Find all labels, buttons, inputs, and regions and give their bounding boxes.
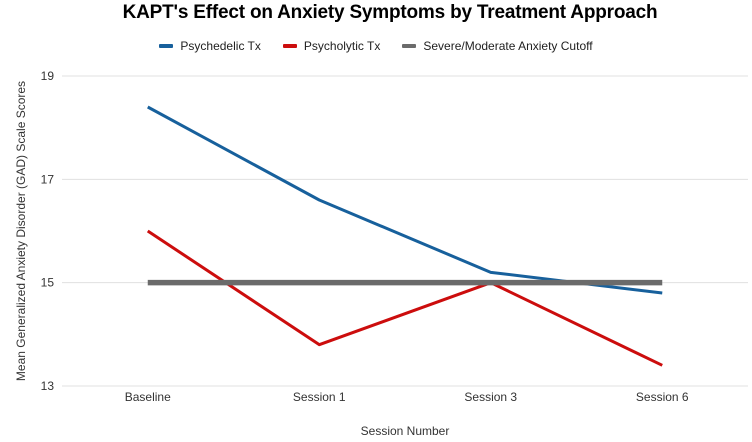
x-tick-label-baseline: Baseline: [125, 390, 171, 404]
x-axis-title: Session Number: [361, 424, 450, 438]
y-tick-label-17: 17: [41, 172, 55, 186]
legend-item-psycholytic-tx[interactable]: Psycholytic Tx: [282, 39, 381, 53]
legend-marker-psycholytic-tx: [282, 44, 297, 48]
x-tick-label-session-6: Session 6: [636, 390, 689, 404]
x-tick-label-session-1: Session 1: [293, 390, 346, 404]
legend-item-severe-moderate-anxiety-cutoff[interactable]: Severe/Moderate Anxiety Cutoff: [402, 39, 593, 53]
y-tick-label-19: 19: [41, 69, 55, 83]
legend-label: Psycholytic Tx: [303, 39, 381, 53]
legend-item-psychedelic-tx[interactable]: Psychedelic Tx: [159, 39, 261, 53]
series-line-psychedelic-tx[interactable]: [147, 105, 663, 295]
y-axis-title: Mean Generalized Anxiety Disorder (GAD) …: [14, 81, 28, 381]
chart-title: KAPT's Effect on Anxiety Symptoms by Tre…: [122, 2, 658, 23]
y-tick-label-15: 15: [41, 276, 55, 290]
series-line-psycholytic-tx[interactable]: [146, 229, 663, 367]
x-tick-label-session-3: Session 3: [464, 390, 517, 404]
legend-marker-psychedelic-tx: [159, 44, 174, 48]
legend-label: Psychedelic Tx: [180, 39, 261, 53]
legend-label: Severe/Moderate Anxiety Cutoff: [423, 39, 593, 53]
legend: Psychedelic Tx Psycholytic Tx Severe/Moder…: [0, 39, 752, 53]
legend-marker-severe-moderate-anxiety-cutoff: [402, 44, 417, 48]
y-tick-label-13: 13: [41, 379, 55, 393]
